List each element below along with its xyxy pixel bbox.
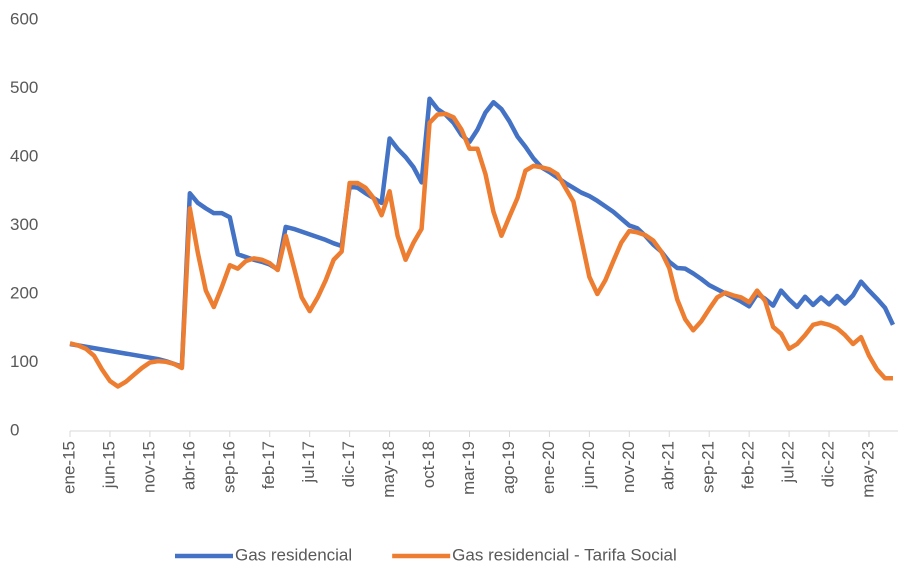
x-tick-label: jun-15 (99, 441, 118, 489)
legend-label: Gas residencial (235, 545, 352, 564)
y-tick-label: 0 (10, 420, 19, 439)
x-tick-label: nov-15 (139, 441, 158, 493)
x-tick-label: abr-21 (659, 441, 678, 490)
x-tick-label: jun-20 (579, 441, 598, 489)
y-tick-label: 100 (10, 352, 38, 371)
legend-label: Gas residencial - Tarifa Social (452, 545, 677, 564)
x-tick-label: feb-22 (739, 441, 758, 489)
x-tick-label: mar-19 (459, 441, 478, 495)
y-tick-label: 400 (10, 146, 38, 165)
x-tick-label: may-18 (379, 441, 398, 498)
x-tick-label: nov-20 (619, 441, 638, 493)
x-tick-label: feb-17 (259, 441, 278, 489)
y-tick-label: 200 (10, 283, 38, 302)
x-tick-label: dic-22 (819, 441, 838, 487)
x-tick-label: ene-15 (59, 441, 78, 494)
x-tick-label: sep-16 (219, 441, 238, 493)
x-tick-label: dic-17 (339, 441, 358, 487)
x-tick-label: oct-18 (419, 441, 438, 488)
series-line (69, 111, 893, 389)
x-tick-label: jul-22 (779, 441, 798, 484)
y-tick-label: 500 (10, 78, 38, 97)
y-tick-label: 600 (10, 9, 38, 28)
x-tick-label: ago-19 (499, 441, 518, 494)
x-tick-label: ene-20 (539, 441, 558, 494)
x-tick-label: jul-17 (299, 441, 318, 484)
y-tick-label: 300 (10, 215, 38, 234)
x-tick-label: may-23 (858, 441, 877, 498)
legend: Gas residencial Gas residencial - Tarifa … (175, 545, 677, 564)
x-tick-label: sep-21 (699, 441, 718, 493)
x-tick-label: abr-16 (179, 441, 198, 490)
